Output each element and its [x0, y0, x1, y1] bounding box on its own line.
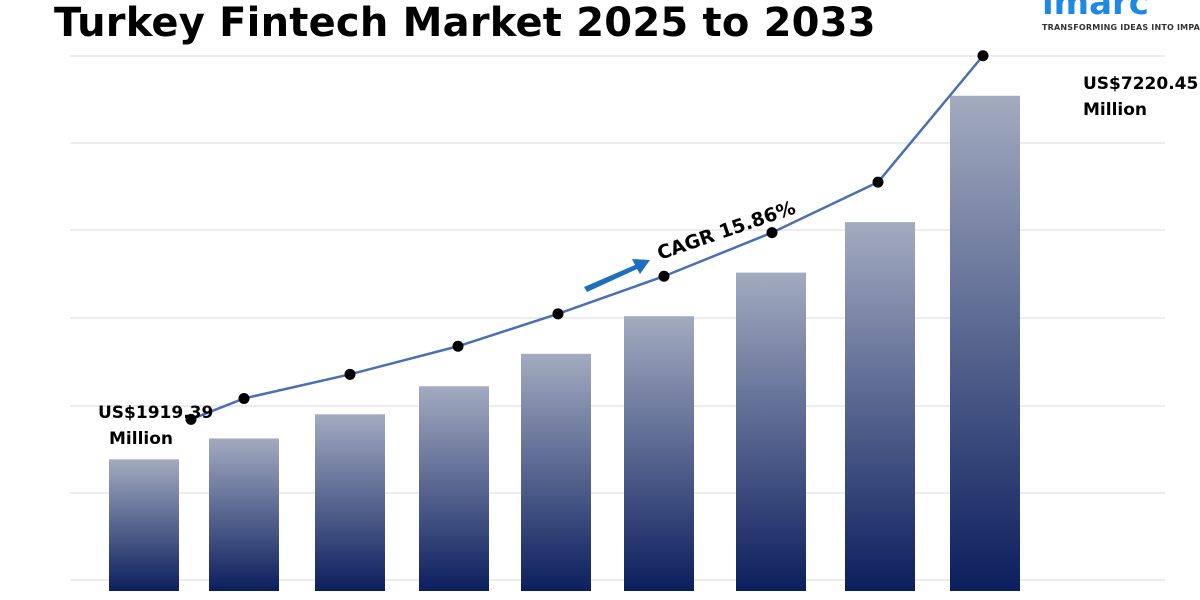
- bars: [109, 95, 1020, 591]
- line-point-2033: [977, 50, 989, 62]
- line-point-2030: [658, 270, 670, 282]
- line-point-2026: [238, 392, 250, 404]
- end-unit-label: Million: [1083, 100, 1147, 120]
- start-unit-label: Million: [109, 429, 173, 449]
- imarc-logo: imarc TRANSFORMING IDEAS INTO IMPACT: [1022, 0, 1200, 42]
- line-point-2031: [766, 227, 778, 239]
- start-value-label: US$1919.39: [98, 403, 213, 423]
- line-point-2029: [552, 308, 564, 320]
- end-value-label: US$7220.45: [1083, 74, 1198, 94]
- line-point-2032: [872, 176, 884, 188]
- cagr-arrow-shape: [584, 259, 650, 292]
- bar-2031: [736, 272, 806, 591]
- line-point-2027: [344, 368, 356, 380]
- bar-2026: [209, 438, 279, 591]
- chart-title: Turkey Fintech Market 2025 to 2033: [54, 0, 876, 46]
- bar-2030: [624, 316, 694, 591]
- bar-2029: [521, 353, 591, 591]
- bar-2032: [845, 222, 915, 591]
- cagr-arrow: [584, 259, 650, 292]
- bar-2033: [950, 95, 1020, 591]
- bar-2028: [419, 386, 489, 591]
- line-point-2025: [185, 413, 197, 425]
- bar-2025: [109, 459, 179, 591]
- logo-wordmark: imarc: [1042, 0, 1149, 23]
- logo-tagline: TRANSFORMING IDEAS INTO IMPACT: [1042, 23, 1200, 32]
- bar-2027: [315, 414, 385, 591]
- line-point-2028: [452, 340, 464, 352]
- trend-line: [185, 50, 989, 425]
